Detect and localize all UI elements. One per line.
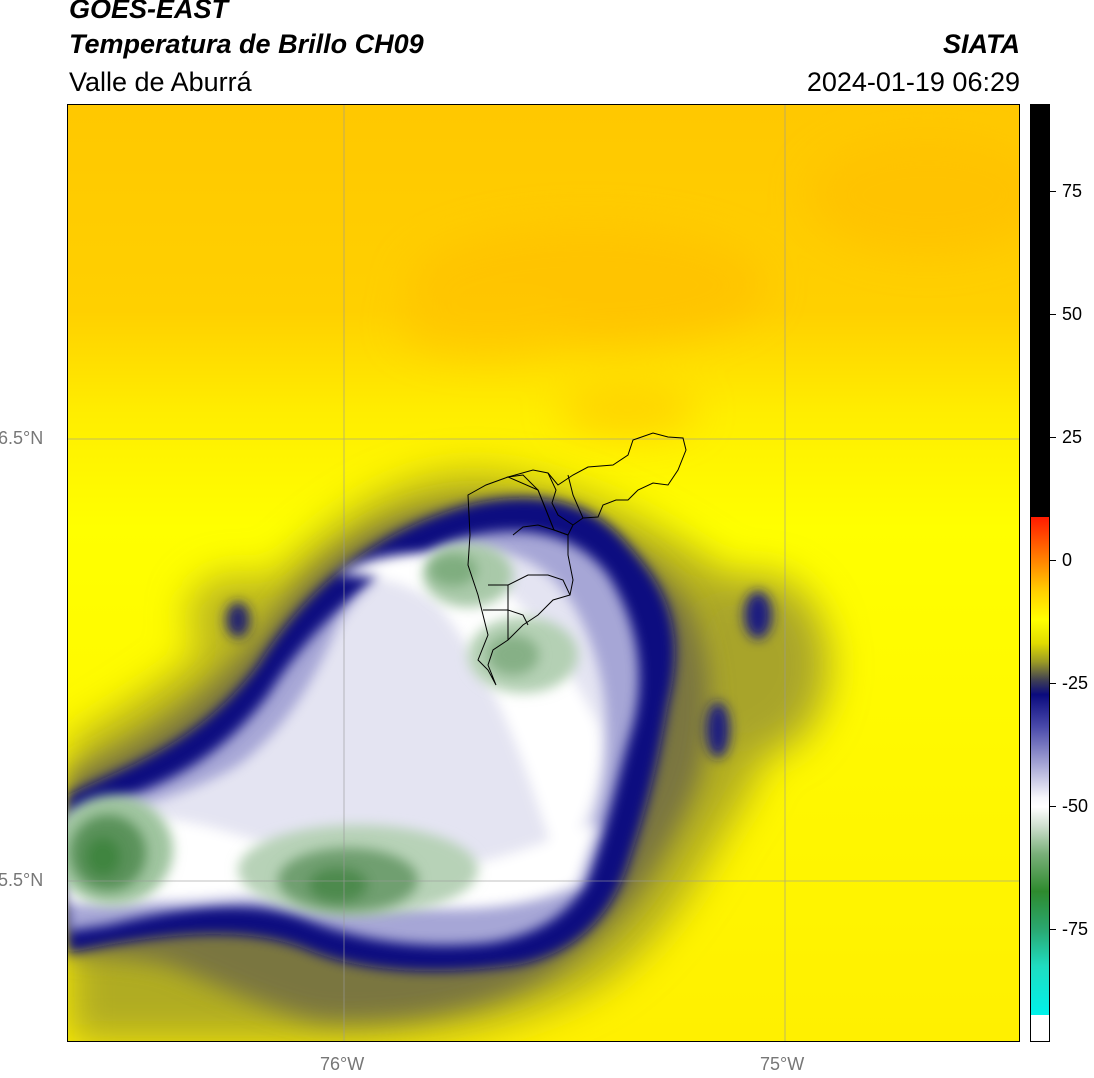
colorbar-tick: [1050, 929, 1056, 930]
municipality-boundaries: [467, 432, 687, 686]
colorbar-tick-label: -50: [1062, 796, 1089, 816]
colorbar-tick-label: 50: [1062, 304, 1083, 324]
colorbar-tick: [1050, 560, 1056, 561]
colorbar-tick-label: 25: [1062, 427, 1083, 447]
timestamp-label: 2024-01-19 06:29: [806, 67, 1020, 97]
colorbar-tick: [1050, 314, 1056, 315]
lat-label-6-5: 6.5°N: [0, 428, 44, 448]
satellite-map[interactable]: [67, 104, 1020, 1042]
lon-label-76: 76°W: [320, 1054, 365, 1074]
brightness-temperature-field: [68, 105, 1019, 1041]
brand-label: SIATA: [943, 29, 1020, 59]
product-title: Temperatura de Brillo CH09: [69, 29, 424, 59]
region-title: Valle de Aburrá: [69, 67, 252, 97]
colorbar-tick-label: -75: [1062, 919, 1089, 939]
lat-label-5-5: 5.5°N: [0, 870, 44, 890]
colorbar-tick: [1050, 683, 1056, 684]
colorbar-tick: [1050, 806, 1056, 807]
colorbar-tick: [1050, 437, 1056, 438]
colorbar-tick-label: 0: [1062, 550, 1073, 570]
satellite-title: GOES-EAST: [69, 0, 229, 24]
temperature-colorbar: [1030, 104, 1050, 1042]
colorbar-tick-label: -25: [1062, 673, 1089, 693]
colorbar-tick: [1050, 191, 1056, 192]
colorbar-tick-label: 75: [1062, 181, 1083, 201]
lon-label-75: 75°W: [760, 1054, 805, 1074]
